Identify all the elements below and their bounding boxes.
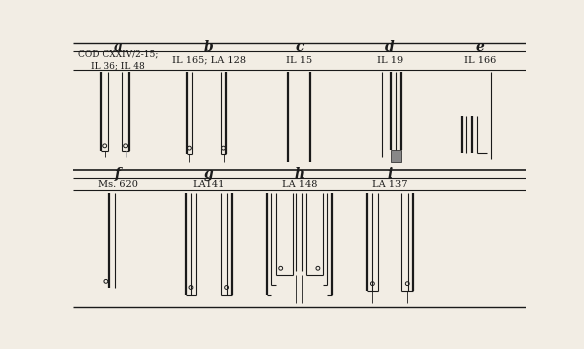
Text: IL 19: IL 19	[377, 56, 403, 65]
Text: h: h	[294, 167, 304, 181]
Text: f: f	[115, 167, 121, 181]
Text: LA 148: LA 148	[281, 180, 317, 189]
Text: COD CXXIV/2-15;
IL 36; IL 48: COD CXXIV/2-15; IL 36; IL 48	[78, 50, 158, 71]
Text: IL 165; LA 128: IL 165; LA 128	[172, 56, 246, 65]
Text: LA 137: LA 137	[372, 180, 408, 189]
Text: IL 166: IL 166	[464, 56, 496, 65]
Text: LA141: LA141	[193, 180, 225, 189]
Text: a: a	[114, 40, 123, 54]
Text: IL 15: IL 15	[286, 56, 312, 65]
Text: i: i	[387, 167, 392, 181]
Bar	[391, 150, 401, 162]
Text: d: d	[385, 40, 395, 54]
Text: c: c	[295, 40, 304, 54]
Text: e: e	[476, 40, 485, 54]
Text: Ms. 620: Ms. 620	[98, 180, 138, 189]
Text: g: g	[204, 167, 214, 181]
Text: b: b	[204, 40, 214, 54]
